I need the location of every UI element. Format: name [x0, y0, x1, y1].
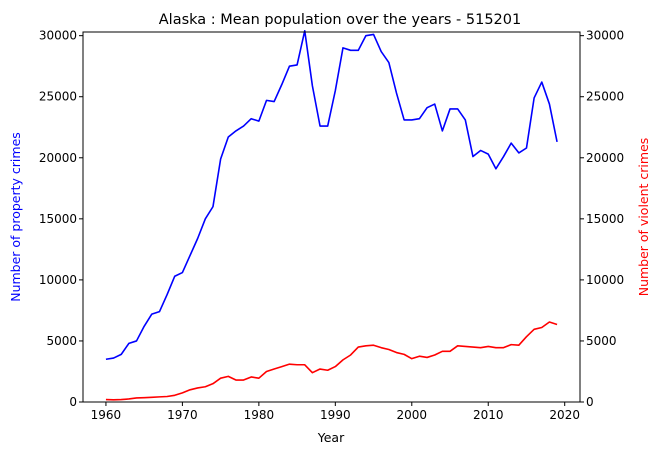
violent-crimes-line	[105, 321, 558, 401]
left-y-tick-label: 5000	[46, 334, 77, 348]
x-tick-label: 1960	[91, 408, 122, 422]
x-tick-label: 1970	[167, 408, 198, 422]
left-y-axis-label: Number of property crimes	[8, 132, 23, 302]
x-tick-label: 2010	[473, 408, 504, 422]
right-y-tick-label: 5000	[586, 334, 617, 348]
right-y-axis-label: Number of violent crimes	[636, 138, 651, 297]
left-y-tick-label: 25000	[39, 90, 77, 104]
right-y-tick-label: 25000	[586, 90, 624, 104]
x-tick-label: 1990	[320, 408, 351, 422]
right-y-tick-label: 20000	[586, 151, 624, 165]
right-y-tick-label: 10000	[586, 273, 624, 287]
left-y-tick-label: 10000	[39, 273, 77, 287]
left-y-tick-label: 30000	[39, 29, 77, 43]
right-y-tick-label: 30000	[586, 29, 624, 43]
left-y-tick-label: 20000	[39, 151, 77, 165]
x-axis-label: Year	[317, 430, 345, 445]
x-tick-label: 1980	[244, 408, 275, 422]
chart-title: Alaska : Mean population over the years …	[159, 12, 521, 28]
x-tick-label: 2000	[397, 408, 428, 422]
x-tick-label: 2020	[549, 408, 580, 422]
right-y-tick-label: 0	[586, 395, 594, 409]
left-y-tick-label: 0	[69, 395, 77, 409]
right-y-tick-label: 15000	[586, 212, 624, 226]
plot-frame	[82, 31, 581, 403]
property-crimes-line	[105, 29, 558, 361]
left-y-tick-label: 15000	[39, 212, 77, 226]
